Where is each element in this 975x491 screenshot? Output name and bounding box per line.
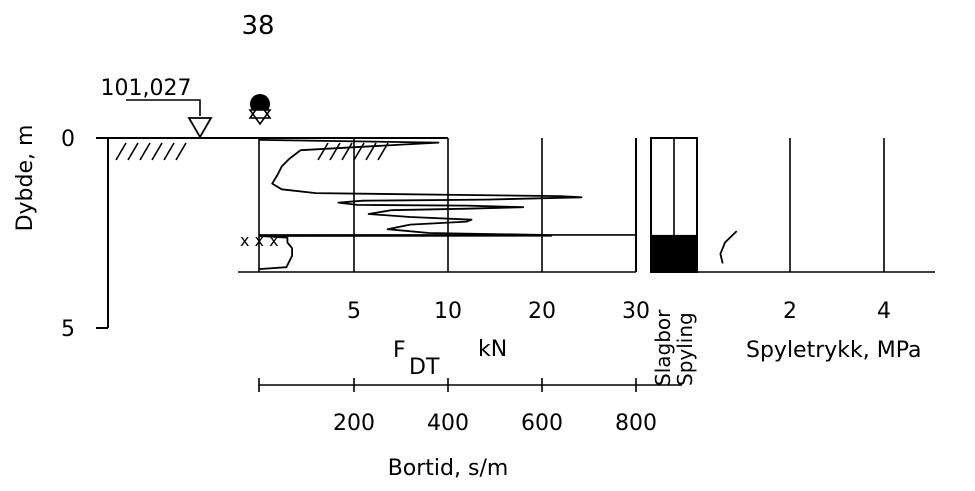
- time-axis-label: Bortid, s/m: [388, 456, 509, 481]
- borehole-id: 38: [241, 11, 274, 41]
- method-column: [650, 137, 698, 273]
- force-axis-label-unit: kN: [478, 337, 507, 362]
- force-tick-label-20: 20: [528, 299, 556, 324]
- time-tick-label-600: 600: [521, 411, 563, 436]
- force-tick-label-10: 10: [434, 299, 462, 324]
- time-tick-label-800: 800: [615, 411, 657, 436]
- force-tick-label-5: 5: [347, 299, 361, 324]
- method-column-label-spyling: Spyling: [673, 312, 697, 386]
- depth-tick-label-5: 5: [61, 317, 75, 342]
- method-symbol-icon: [248, 94, 272, 126]
- depth-axis-label: Dybde, m: [13, 125, 38, 232]
- pressure-axis-label: Spyletrykk, MPa: [746, 338, 922, 363]
- ground-level-leader: [126, 99, 201, 116]
- time-tick-label-400: 400: [427, 411, 469, 436]
- force-tick-label-30: 30: [622, 299, 650, 324]
- surface-hatch: [115, 142, 389, 161]
- cross-marks: x x x: [240, 231, 279, 250]
- force-axis-label-main: F: [393, 338, 406, 363]
- pressure-tick-label-2: 2: [783, 299, 797, 324]
- force-axis-label-sub: DT: [409, 355, 440, 380]
- pressure-tick-label-4: 4: [877, 299, 891, 324]
- depth-tick-label-0: 0: [61, 127, 75, 152]
- time-profile-line: [258, 235, 293, 270]
- pressure-profile-line: [719, 230, 738, 264]
- time-axis-ticks: [258, 378, 637, 392]
- ground-level-triangle-icon: [187, 117, 213, 139]
- time-tick-label-200: 200: [333, 411, 375, 436]
- pressure-grid: [697, 138, 935, 273]
- force-profile-line: [258, 139, 583, 237]
- method-column-label-slagbor: Slagbor: [651, 309, 675, 386]
- ground-level-value: 101,027: [101, 76, 192, 101]
- method-interval-fill: [651, 234, 697, 271]
